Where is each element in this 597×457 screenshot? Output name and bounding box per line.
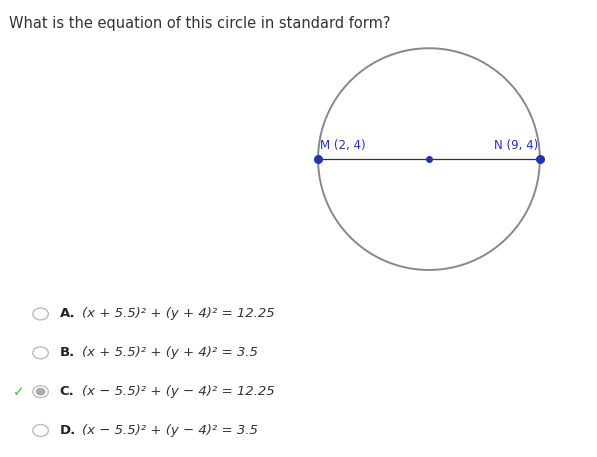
Text: M (2, 4): M (2, 4) (319, 139, 365, 152)
Text: D.: D. (60, 424, 76, 437)
Text: (x + 5.5)² + (y + 4)² = 12.25: (x + 5.5)² + (y + 4)² = 12.25 (82, 308, 275, 320)
Text: ✓: ✓ (13, 385, 24, 399)
Text: What is the equation of this circle in standard form?: What is the equation of this circle in s… (9, 16, 390, 31)
Text: C.: C. (60, 385, 75, 398)
Text: (x − 5.5)² + (y − 4)² = 12.25: (x − 5.5)² + (y − 4)² = 12.25 (82, 385, 275, 398)
Text: (x − 5.5)² + (y − 4)² = 3.5: (x − 5.5)² + (y − 4)² = 3.5 (82, 424, 259, 437)
Text: (x + 5.5)² + (y + 4)² = 3.5: (x + 5.5)² + (y + 4)² = 3.5 (82, 346, 259, 359)
Text: N (9, 4): N (9, 4) (494, 139, 538, 152)
Text: A.: A. (60, 308, 75, 320)
Text: B.: B. (60, 346, 75, 359)
